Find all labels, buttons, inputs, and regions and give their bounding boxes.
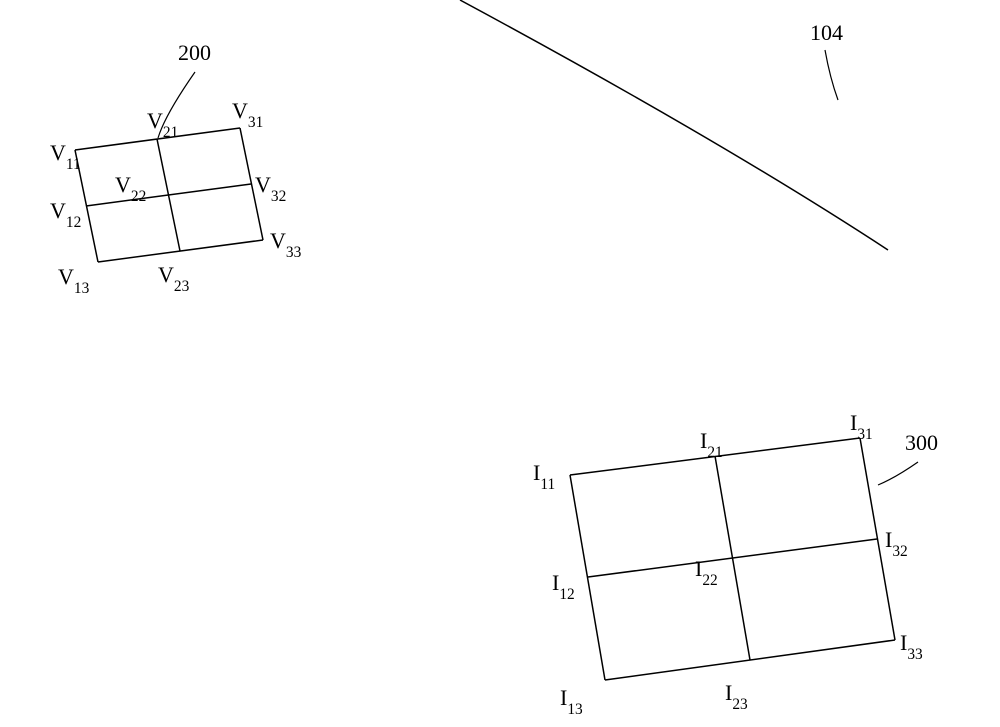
grid-v-v23: V23 (158, 262, 190, 295)
grid-v-v22: V22 (115, 172, 146, 205)
grid-v-v11: V11 (50, 140, 81, 173)
grid-i-i23: I23 (725, 680, 748, 713)
grid-i-i33: I33 (900, 630, 923, 663)
grid-v-v33: V33 (270, 228, 302, 261)
grid-i-i11: I11 (533, 460, 555, 493)
grid-i-i31: I31 (850, 410, 873, 443)
grid-v-v32: V32 (255, 172, 286, 205)
grid-i-ref: 300 (905, 430, 938, 455)
grid-v-ref: 200 (178, 40, 211, 65)
grid-v-v13: V13 (58, 264, 90, 297)
arc-ref: 104 (810, 20, 843, 45)
grid-i-i21: I21 (700, 428, 723, 461)
grid-v-v12: V12 (50, 198, 81, 231)
grid-v-v31: V31 (232, 98, 263, 131)
grid-i-i13: I13 (560, 685, 583, 718)
grid-i-i12: I12 (552, 570, 575, 603)
grid-v-v21: V21 (147, 108, 178, 141)
grid-i-i32: I32 (885, 527, 908, 560)
